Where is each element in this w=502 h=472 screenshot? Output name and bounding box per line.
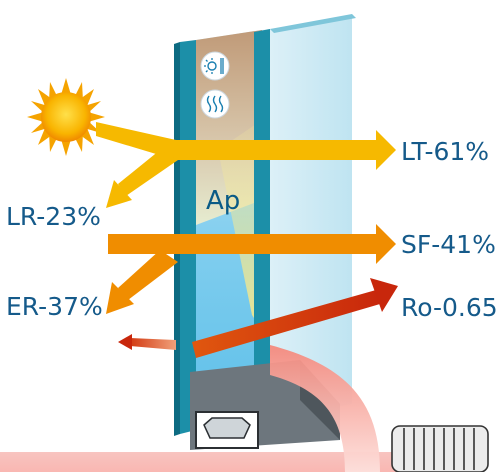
heat-waves-icon [200, 89, 230, 119]
spacer-frame-icon [195, 411, 259, 449]
inner-glass-top [270, 14, 356, 33]
ap-label: Ap [206, 186, 241, 216]
floor-heat-band [0, 452, 430, 472]
sun-icon [27, 78, 105, 156]
sun-coating-icon [200, 51, 230, 81]
light-transmission-arrow [96, 122, 396, 170]
thermal-resistance-arrow [192, 278, 398, 358]
er-label: ER-37% [6, 292, 103, 321]
lr-label: LR-23% [6, 202, 101, 231]
radiator-icon [391, 425, 489, 472]
heat-leak-arrow [118, 334, 176, 350]
energy-reflection-arrow [106, 250, 178, 314]
transmitted-light-cone [218, 120, 262, 330]
lt-label: LT-61% [401, 137, 490, 166]
solar-factor-arrow [108, 224, 396, 264]
sf-label: SF-41% [401, 230, 496, 259]
ro-label: Ro-0.65 [401, 293, 498, 322]
light-reflection-arrow [106, 150, 178, 208]
room-heat-flow [270, 345, 380, 472]
